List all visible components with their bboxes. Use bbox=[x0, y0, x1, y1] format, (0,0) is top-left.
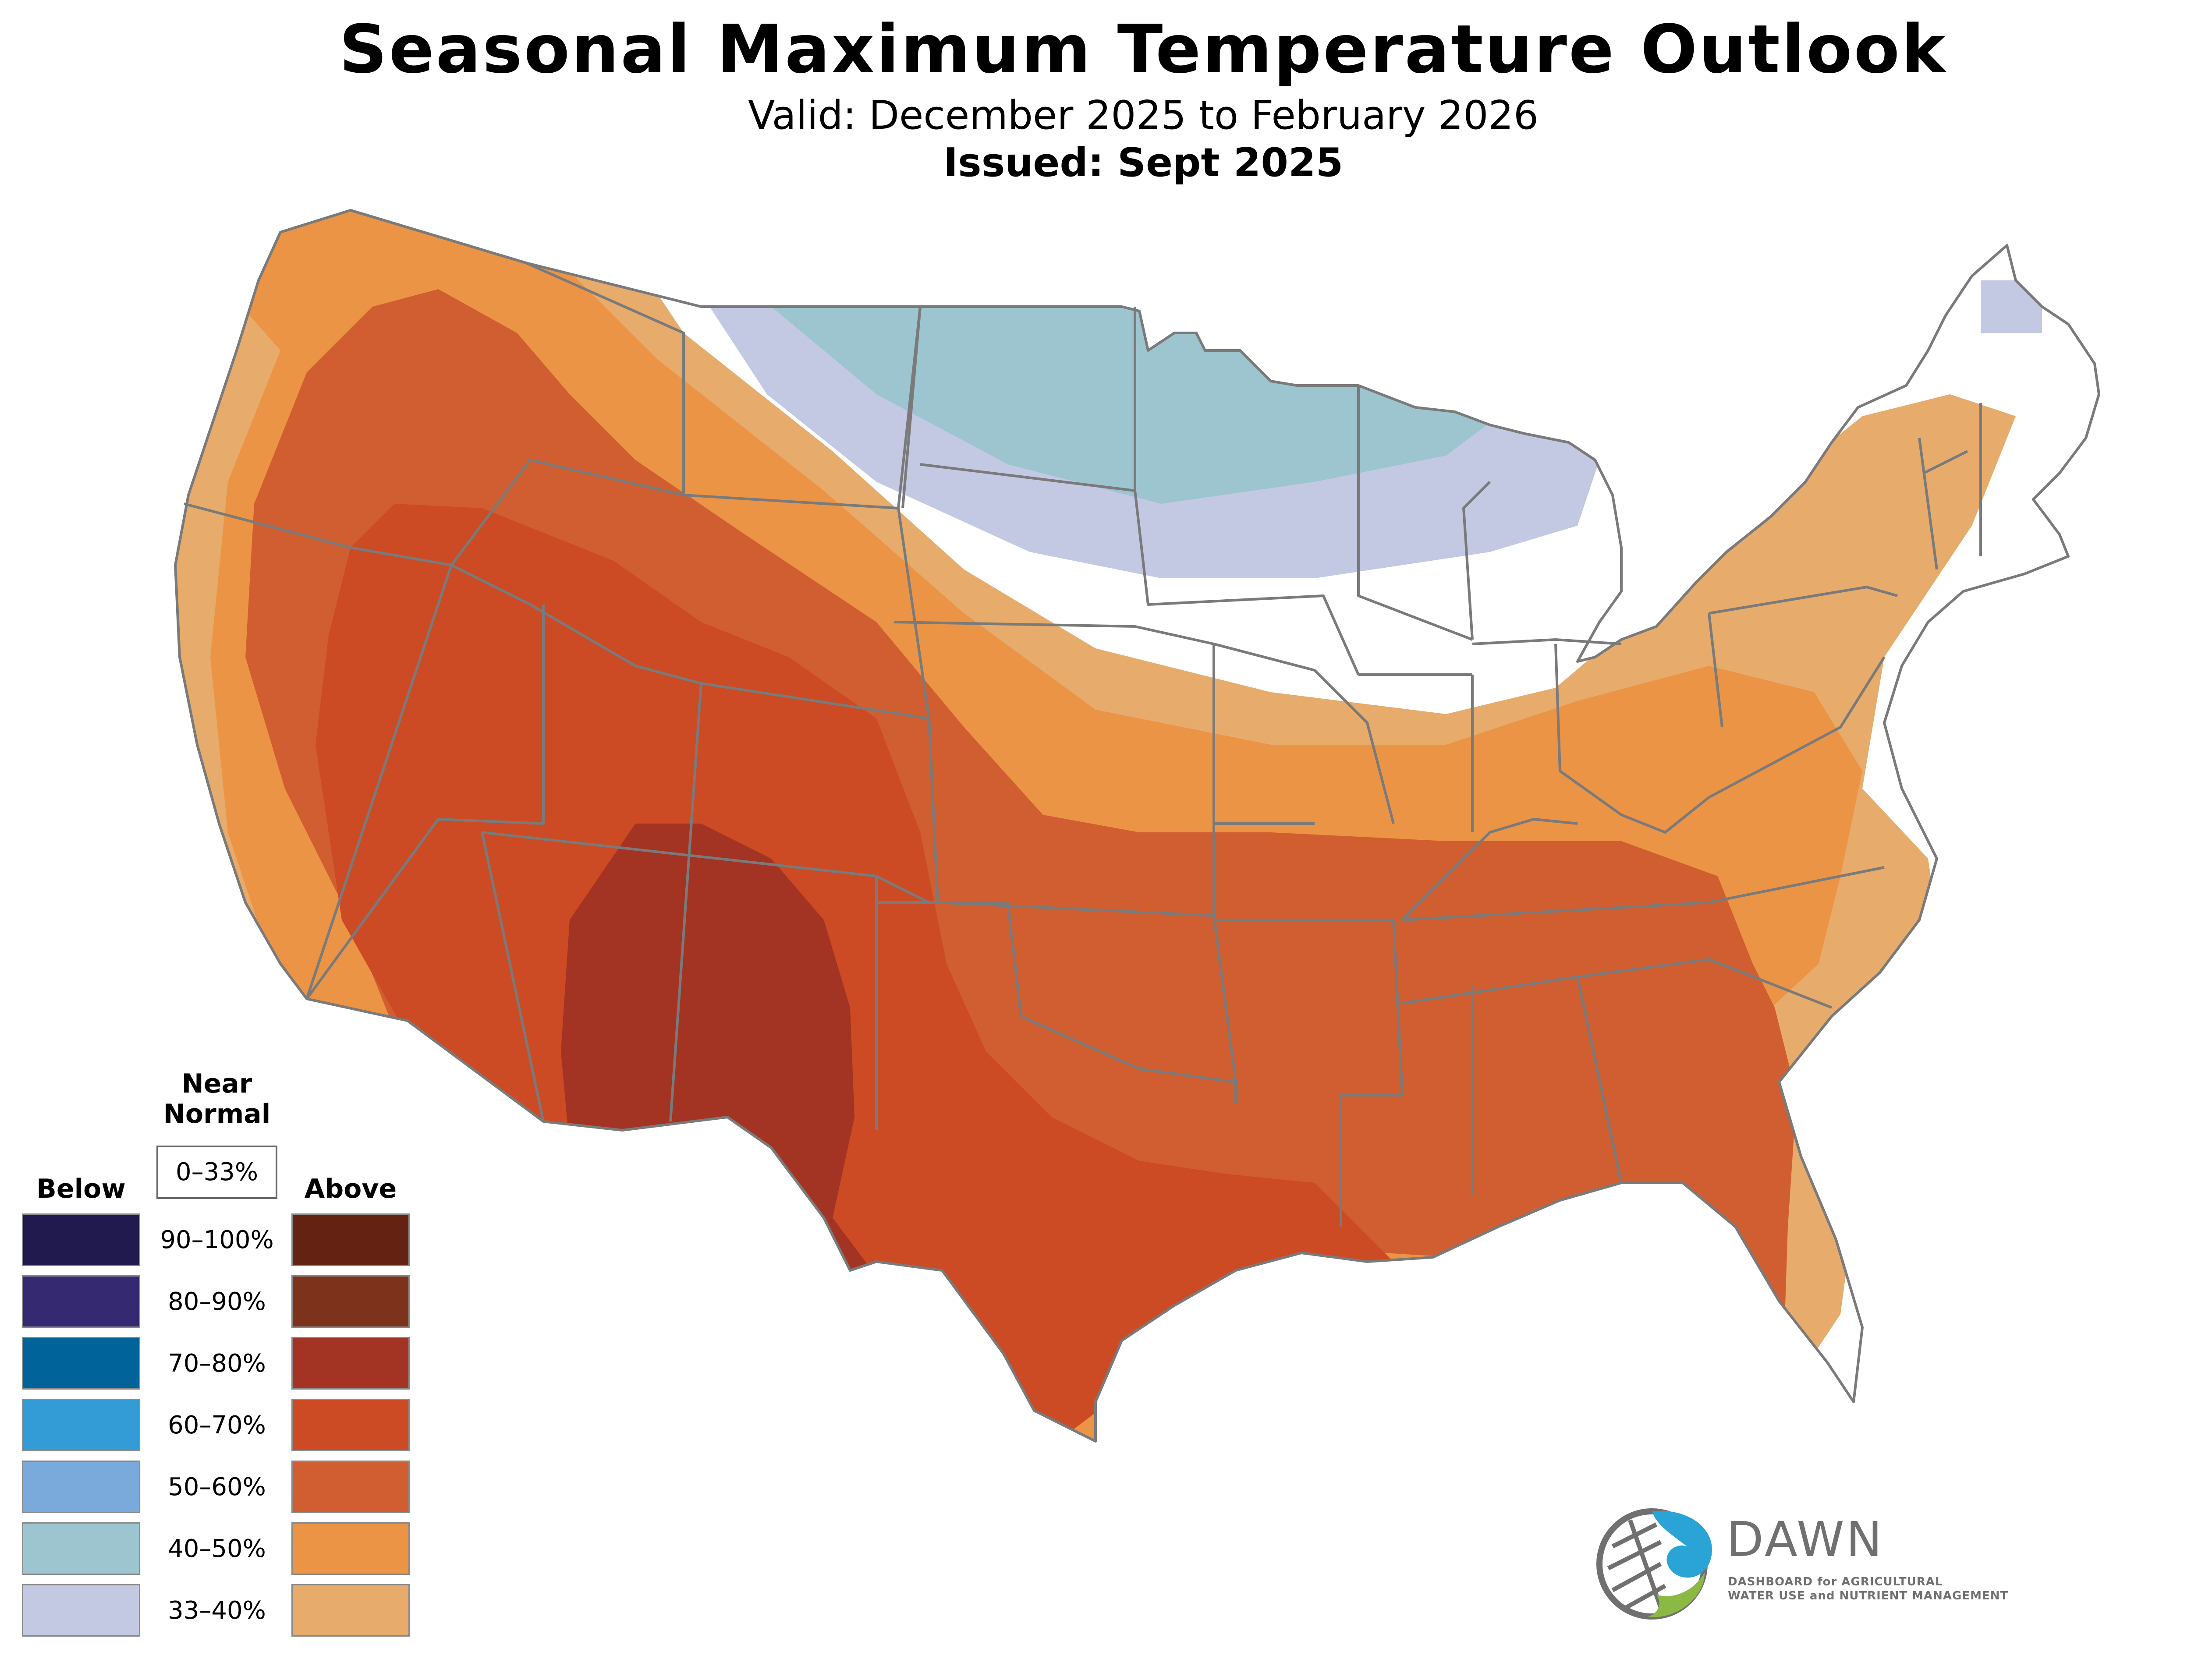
near-normal-label: Near Normal bbox=[163, 1068, 271, 1129]
legend-range-label: 60–70% bbox=[168, 1411, 266, 1439]
legend-above-swatch bbox=[291, 1337, 410, 1390]
below-label: Below bbox=[36, 1174, 126, 1204]
legend-above-swatch bbox=[291, 1461, 410, 1513]
legend-above-swatch bbox=[291, 1584, 410, 1637]
legend-range-label: 90–100% bbox=[160, 1226, 274, 1254]
legend-below-swatch bbox=[22, 1337, 140, 1390]
legend-range-label: 70–80% bbox=[168, 1349, 266, 1378]
legend-range-label: 80–90% bbox=[168, 1287, 266, 1316]
legend-below-swatch bbox=[22, 1275, 140, 1328]
legend-below-swatch bbox=[22, 1584, 140, 1637]
dawn-logo-name: DAWN bbox=[1727, 1511, 1884, 1567]
below-33-40-maine-area bbox=[1981, 280, 2042, 333]
legend-range-label: 40–50% bbox=[168, 1535, 266, 1563]
legend-below-swatch bbox=[22, 1522, 140, 1575]
valid-period: Valid: December 2025 to February 2026 bbox=[748, 92, 1539, 138]
legend-range-label: 50–60% bbox=[168, 1473, 266, 1501]
issued-date: Issued: Sept 2025 bbox=[943, 140, 1344, 186]
dawn-logo-icon bbox=[1596, 1508, 1712, 1620]
state-borders bbox=[175, 210, 2099, 1441]
legend-range-label: 33–40% bbox=[168, 1596, 266, 1625]
legend-below-swatch bbox=[22, 1213, 140, 1266]
dawn-tagline-1: DASHBOARD for AGRICULTURAL bbox=[1728, 1575, 1943, 1588]
legend-above-swatch bbox=[291, 1522, 410, 1575]
legend-above-swatch bbox=[291, 1213, 410, 1266]
above-label: Above bbox=[304, 1174, 397, 1204]
dawn-tagline-2: WATER USE and NUTRIENT MANAGEMENT bbox=[1728, 1589, 2009, 1602]
legend-above-swatch bbox=[291, 1275, 410, 1328]
legend-above-swatch bbox=[291, 1399, 410, 1451]
legend-below-swatch bbox=[22, 1461, 140, 1513]
map-title: Seasonal Maximum Temperature Outlook bbox=[339, 11, 1948, 88]
legend-below-swatch bbox=[22, 1399, 140, 1451]
near-normal-range-box: 0–33% bbox=[156, 1146, 277, 1199]
